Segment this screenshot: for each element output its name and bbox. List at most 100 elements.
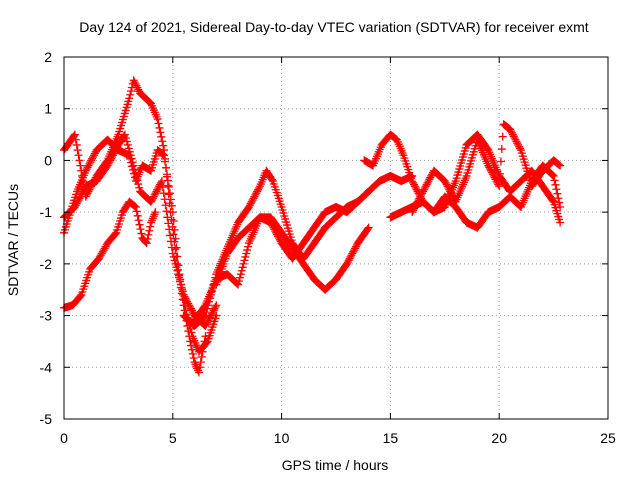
data-marker	[171, 234, 180, 243]
data-marker	[75, 156, 84, 165]
data-marker	[273, 230, 282, 239]
data-point	[201, 321, 210, 330]
y-axis-label: SDTVAR / TECUs	[5, 184, 21, 296]
data-marker	[240, 256, 249, 265]
data-marker	[554, 194, 563, 203]
chart-title: Day 124 of 2021, Sidereal Day-to-day VTE…	[79, 19, 588, 35]
data-marker	[250, 192, 259, 201]
data-marker	[121, 134, 130, 143]
data-marker	[107, 154, 116, 163]
data-marker	[182, 296, 191, 305]
data-marker	[211, 302, 220, 311]
data-marker	[135, 220, 144, 229]
x-axis-label: GPS time / hours	[282, 457, 389, 473]
data-marker	[507, 128, 516, 137]
data-marker	[108, 151, 117, 160]
data-marker	[169, 230, 178, 239]
data-marker	[149, 192, 158, 201]
data-point	[157, 177, 166, 186]
data-marker	[157, 132, 166, 141]
data-marker	[130, 78, 139, 87]
data-marker	[512, 137, 521, 146]
data-marker	[413, 197, 422, 206]
data-marker	[347, 251, 356, 260]
data-marker	[72, 199, 81, 208]
data-marker	[186, 302, 195, 311]
data-marker	[547, 170, 556, 179]
data-marker	[345, 254, 354, 263]
data-point	[160, 151, 169, 160]
data-marker	[127, 154, 136, 163]
data-marker	[343, 258, 352, 267]
data-point	[125, 94, 134, 103]
data-marker	[83, 163, 92, 172]
x-tick-label: 0	[60, 430, 68, 446]
data-marker	[422, 180, 431, 189]
series-satellite-track-1	[60, 76, 210, 377]
data-point	[556, 218, 565, 227]
data-marker	[269, 223, 278, 232]
data-marker	[130, 202, 139, 211]
series-satellite-track-4	[60, 197, 160, 312]
data-marker	[187, 328, 196, 337]
data-marker	[205, 315, 214, 324]
data-point	[168, 208, 177, 217]
data-point	[194, 368, 203, 377]
data-marker	[158, 149, 167, 158]
data-marker	[159, 141, 168, 150]
data-marker	[203, 318, 212, 327]
data-marker	[146, 222, 155, 231]
data-marker	[247, 197, 256, 206]
data-marker	[156, 128, 165, 137]
data-marker	[350, 246, 359, 255]
data-marker	[76, 192, 85, 201]
data-marker	[351, 242, 360, 251]
data-marker	[548, 196, 557, 205]
data-marker	[174, 270, 183, 279]
data-marker	[153, 185, 162, 194]
data-marker	[273, 232, 282, 241]
data-marker	[202, 338, 211, 347]
data-marker	[169, 217, 178, 226]
data-marker	[207, 309, 216, 318]
data-marker	[506, 127, 515, 136]
data-point	[484, 161, 493, 170]
data-marker	[104, 159, 113, 168]
series-satellite-track-10	[408, 120, 565, 217]
data-marker	[76, 292, 85, 301]
data-marker	[185, 301, 194, 310]
data-marker	[268, 221, 277, 230]
data-marker	[145, 226, 154, 235]
data-marker	[239, 259, 248, 268]
data-marker	[274, 234, 283, 242]
data-point	[81, 166, 90, 175]
data-marker	[272, 228, 281, 237]
data-marker	[235, 273, 244, 282]
data-marker	[344, 256, 353, 265]
data-marker	[349, 247, 358, 256]
data-marker	[238, 263, 247, 272]
data-marker	[166, 237, 175, 246]
data-marker	[97, 249, 106, 258]
data-marker	[200, 312, 209, 321]
data-marker	[414, 196, 423, 205]
data-marker	[87, 156, 96, 165]
data-marker	[348, 249, 357, 258]
data-marker	[161, 201, 170, 210]
data-marker	[154, 184, 163, 193]
data-marker	[159, 189, 168, 198]
data-point	[70, 202, 79, 211]
data-marker	[271, 227, 280, 236]
data-point	[364, 223, 373, 232]
data-marker	[514, 140, 523, 149]
data-marker	[409, 206, 418, 215]
data-marker	[181, 294, 190, 303]
data-point	[419, 187, 428, 196]
data-point	[556, 161, 565, 170]
data-marker	[412, 185, 421, 194]
data-marker	[409, 180, 418, 189]
x-tick-label: 25	[600, 430, 616, 446]
data-marker	[169, 252, 178, 261]
data-marker	[444, 184, 453, 193]
data-marker	[420, 184, 429, 193]
